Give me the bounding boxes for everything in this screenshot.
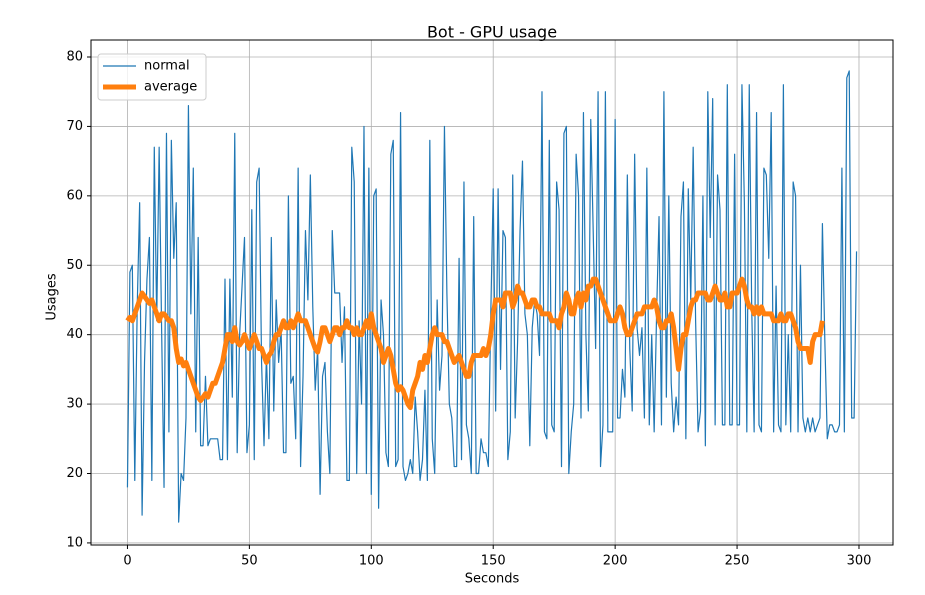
x-tick-label: 150 xyxy=(481,554,506,569)
line-series xyxy=(126,70,858,523)
y-axis-label: Usages xyxy=(45,273,60,321)
plot-frame xyxy=(90,39,894,546)
y-tick-label: 10 xyxy=(66,535,83,550)
x-tick-label: 200 xyxy=(603,554,628,569)
x-tick-label: 50 xyxy=(241,554,258,569)
legend-label: average xyxy=(144,80,197,95)
x-axis-label: Seconds xyxy=(465,572,520,587)
y-tick-label: 70 xyxy=(66,119,83,134)
x-tick-label: 250 xyxy=(725,554,750,569)
y-tick-label: 50 xyxy=(66,258,83,273)
y-tick-label: 60 xyxy=(66,188,83,203)
y-tick-label: 80 xyxy=(66,50,83,65)
y-tick-label: 20 xyxy=(66,466,83,481)
x-tick-label: 0 xyxy=(123,554,131,569)
chart-title: Bot - GPU usage xyxy=(427,23,557,42)
x-tick-label: 300 xyxy=(847,554,872,569)
y-tick-label: 30 xyxy=(66,397,83,412)
y-tick-label: 40 xyxy=(66,327,83,342)
x-tick-label: 100 xyxy=(359,554,384,569)
legend-label: normal xyxy=(144,59,190,74)
line-series xyxy=(125,276,825,411)
